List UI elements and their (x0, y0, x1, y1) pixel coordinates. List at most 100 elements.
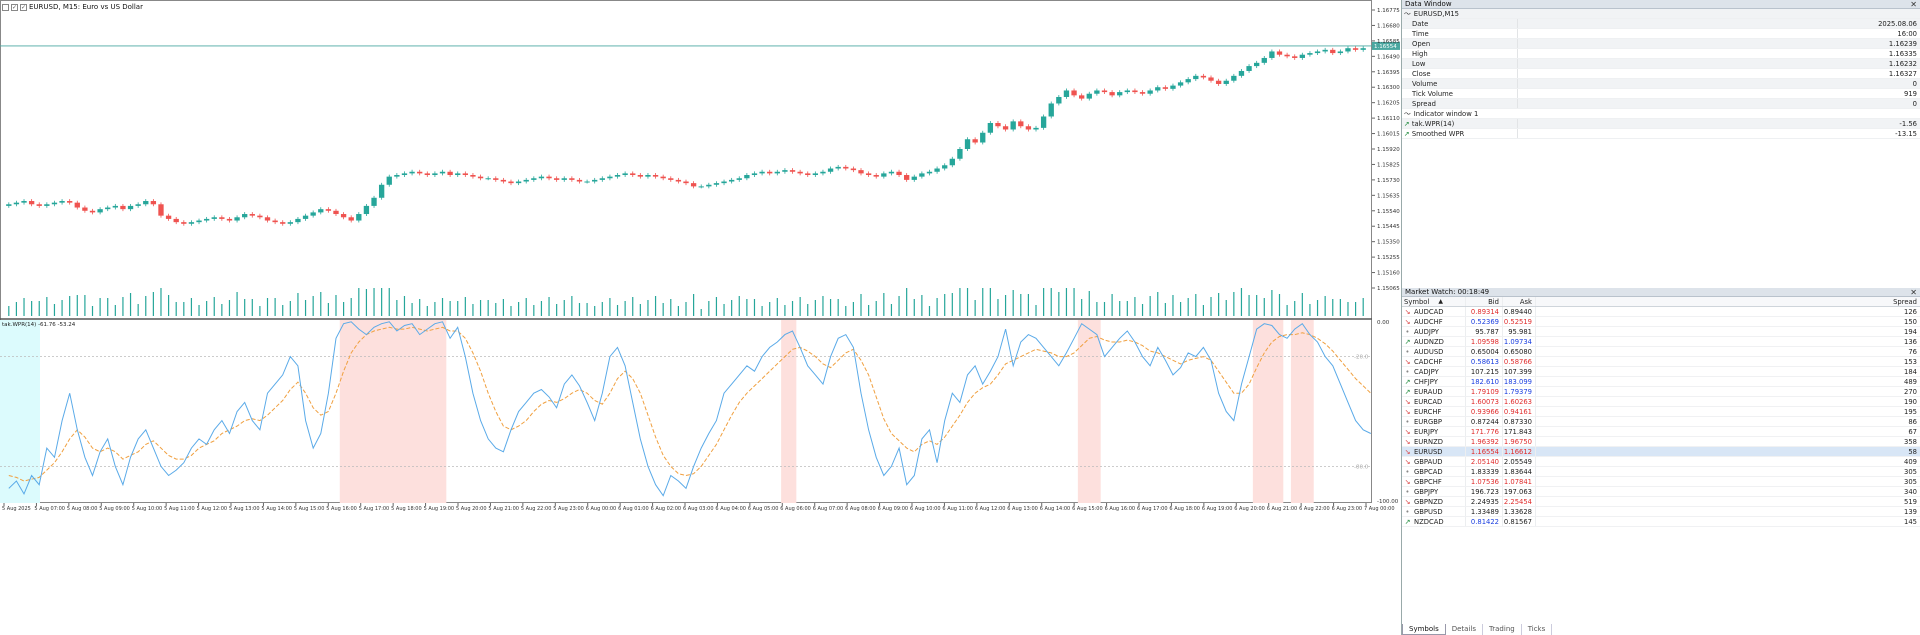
row-key: Low (1402, 59, 1518, 68)
candle-body (942, 165, 948, 169)
market-watch-row[interactable]: ↗ CHFJPY 182.610 183.099 489 (1402, 377, 1920, 387)
time-tick-label: 6 Aug 05:00 (748, 506, 779, 512)
ask-cell: 183.099 (1503, 377, 1536, 386)
price-tick-label: 1.16490 (1377, 54, 1400, 60)
candle-body (417, 171, 423, 174)
candle-body (203, 218, 210, 221)
chart-check-icon-2[interactable]: ✓ (20, 3, 27, 11)
ask-cell: 107.399 (1503, 367, 1536, 376)
market-watch-row[interactable]: • EURGBP 0.87244 0.87330 86 (1402, 417, 1920, 427)
data-window-row: Volume 0 (1402, 79, 1920, 89)
candle-body (1101, 90, 1108, 93)
candle-body (858, 170, 864, 174)
column-bid[interactable]: Bid (1466, 297, 1503, 306)
market-watch-row[interactable]: • CADJPY 107.215 107.399 184 (1402, 367, 1920, 377)
candle-body (553, 178, 560, 180)
time-tick-label: 6 Aug 08:00 (845, 506, 876, 512)
candle-body (272, 220, 278, 223)
symbol-cell: ↘ EURUSD (1402, 447, 1466, 456)
tab-symbols[interactable]: Symbols (1402, 624, 1446, 635)
price-tick-label: 1.15825 (1377, 162, 1400, 168)
time-tick-label: 6 Aug 01:00 (618, 506, 649, 512)
tab-ticks[interactable]: Ticks (1522, 624, 1553, 635)
market-watch-row[interactable]: ↘ EURCHF 0.93966 0.94161 195 (1402, 407, 1920, 417)
row-value: 0 (1912, 80, 1917, 88)
market-watch-row[interactable]: ↗ AUDNZD 1.09598 1.09734 136 (1402, 337, 1920, 347)
candle-body (713, 183, 720, 185)
market-watch-row[interactable]: ↘ GBPCHF 1.07536 1.07841 305 (1402, 477, 1920, 487)
time-tick-label: 6 Aug 19:00 (1202, 506, 1233, 512)
price-tick-label: 1.16110 (1377, 116, 1400, 122)
candle-body (706, 184, 712, 187)
column-symbol[interactable]: Symbol ▲ (1402, 297, 1466, 306)
market-watch-row[interactable]: • AUDJPY 95.787 95.981 194 (1402, 327, 1920, 337)
time-tick-label: 6 Aug 17:00 (1137, 506, 1168, 512)
time-tick-label: 6 Aug 20:00 (1234, 506, 1265, 512)
market-watch-row[interactable]: • GBPJPY 196.723 197.063 340 (1402, 487, 1920, 497)
market-watch-row[interactable]: ↘ EURCAD 1.60073 1.60263 190 (1402, 397, 1920, 407)
candle-body (348, 217, 354, 221)
column-ask[interactable]: Ask (1503, 297, 1536, 306)
row-value: 0 (1912, 100, 1917, 108)
market-watch-row[interactable]: ↘ EURJPY 171.776 171.843 67 (1402, 427, 1920, 437)
indicator-tick-label: -20.0 (1354, 355, 1369, 361)
market-watch-row[interactable]: ↗ NZDCAD 0.81422 0.81567 145 (1402, 517, 1920, 527)
candle-body (865, 173, 872, 176)
ask-cell: 1.96750 (1503, 437, 1536, 446)
market-watch-row[interactable]: ↘ AUDCAD 0.89314 0.89440 126 (1402, 307, 1920, 317)
column-spread[interactable]: Spread (1893, 298, 1917, 306)
data-window-row: High 1.16335 (1402, 49, 1920, 59)
data-window-row: Low 1.16232 (1402, 59, 1920, 69)
chart-symbol-title: EURUSD, M15: Euro vs US Dollar (29, 3, 143, 11)
candle-body (462, 173, 469, 176)
candle-body (1002, 126, 1009, 130)
trend-icon: • (1405, 327, 1410, 336)
candle-body (949, 158, 955, 166)
market-watch-row[interactable]: • GBPCAD 1.83339 1.83644 305 (1402, 467, 1920, 477)
candle-body (1269, 51, 1275, 58)
candle-body (1337, 51, 1344, 54)
candle-body (546, 176, 552, 179)
tab-trading[interactable]: Trading (1483, 624, 1522, 635)
candle-body (1155, 87, 1161, 91)
spread-cell: 409 (1904, 458, 1917, 466)
trend-icon: • (1405, 467, 1410, 476)
market-watch-row[interactable]: ↗ EURAUD 1.79109 1.79379 270 (1402, 387, 1920, 397)
candle-body (957, 149, 963, 159)
market-watch-row[interactable]: ↘ GBPAUD 2.05140 2.05549 409 (1402, 457, 1920, 467)
tab-details[interactable]: Details (1446, 624, 1484, 635)
candle-body (432, 173, 438, 176)
candle-body (1147, 90, 1153, 94)
candle-body (873, 175, 879, 177)
close-icon[interactable]: ✕ (1910, 288, 1917, 297)
row-value: 919 (1904, 90, 1917, 98)
candle-body (318, 209, 324, 213)
market-watch-row[interactable]: • AUDUSD 0.65004 0.65080 76 (1402, 347, 1920, 357)
market-watch-row[interactable]: ↘ CADCHF 0.58613 0.58766 153 (1402, 357, 1920, 367)
market-watch-row[interactable]: ↘ GBPNZD 2.24935 2.25454 519 (1402, 497, 1920, 507)
market-watch-row[interactable]: ↘ EURUSD 1.16554 1.16612 58 (1402, 447, 1920, 457)
chart-canvas[interactable]: 1.16554 1.16775 1.16680 1.16585 1.16490 1.163… (0, 0, 1400, 635)
market-watch-row[interactable]: ↘ EURNZD 1.96392 1.96750 358 (1402, 437, 1920, 447)
candle-body (1208, 77, 1214, 81)
close-icon[interactable]: ✕ (1910, 0, 1917, 9)
candle-body (1139, 92, 1146, 94)
candle-body (1063, 90, 1070, 97)
market-watch-row[interactable]: ↘ AUDCHF 0.52369 0.52519 150 (1402, 317, 1920, 327)
candle-body (782, 170, 788, 172)
candle-body (188, 222, 195, 224)
symbol-cell: ↘ CADCHF (1402, 357, 1466, 366)
candle-body (219, 217, 225, 219)
candle-body (683, 181, 689, 184)
candle-body (1048, 103, 1054, 117)
row-key: ↗ tak.WPR(14) (1402, 119, 1518, 128)
chart-check-icon[interactable]: ✓ (11, 3, 18, 11)
chart-menu-icon[interactable] (2, 3, 9, 11)
candle-body (378, 184, 385, 198)
candle-body (257, 215, 263, 218)
market-watch-row[interactable]: • GBPUSD 1.33489 1.33628 139 (1402, 507, 1920, 517)
spread-cell: 136 (1904, 338, 1917, 346)
price-chart[interactable]: 1.16554 1.16775 1.16680 1.16585 1.16490 1.163… (0, 0, 1400, 635)
candle-body (531, 178, 537, 180)
time-tick-label: 5 Aug 22:00 (521, 506, 552, 512)
